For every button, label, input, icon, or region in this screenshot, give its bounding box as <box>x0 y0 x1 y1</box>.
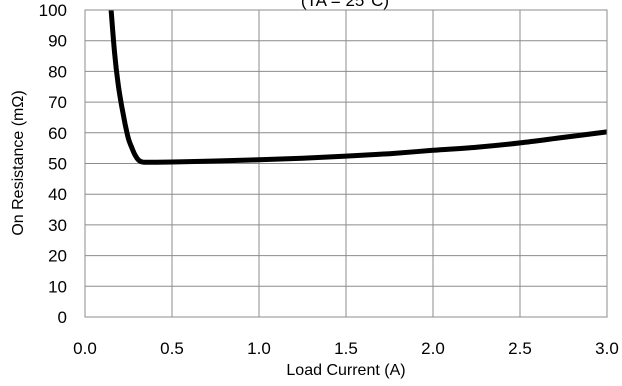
y-tick-label: 0 <box>58 308 67 327</box>
y-tick-label: 50 <box>48 155 67 174</box>
plot-frame <box>84 9 608 318</box>
y-tick-labels: 0 10 20 30 40 50 60 70 80 90 100 <box>39 1 67 327</box>
x-tick-label: 2.5 <box>508 339 532 358</box>
x-tick-label: 0.0 <box>73 339 97 358</box>
y-tick-label: 100 <box>39 1 67 20</box>
y-tick-label: 20 <box>48 247 67 266</box>
x-tick-labels: 0.0 0.5 1.0 1.5 2.0 2.5 3.0 <box>73 339 619 358</box>
y-axis-label: On Resistance (mΩ) <box>10 90 27 235</box>
x-tick-label: 0.5 <box>160 339 184 358</box>
y-tick-label: 60 <box>48 124 67 143</box>
y-tick-label: 40 <box>48 185 67 204</box>
y-tick-label: 80 <box>48 62 67 81</box>
series-line <box>108 9 608 165</box>
x-tick-label: 2.0 <box>421 339 445 358</box>
series-layer <box>108 9 608 165</box>
y-tick-label: 70 <box>48 93 67 112</box>
x-tick-label: 1.0 <box>247 339 271 358</box>
x-tick-label: 1.5 <box>334 339 358 358</box>
y-tick-label: 30 <box>48 216 67 235</box>
x-tick-label: 3.0 <box>595 339 619 358</box>
y-tick-label: 10 <box>48 277 67 296</box>
x-axis-label: Load Current (A) <box>286 362 405 379</box>
y-tick-label: 90 <box>48 32 67 51</box>
chart-title: (TA = 25°C) <box>301 0 389 10</box>
